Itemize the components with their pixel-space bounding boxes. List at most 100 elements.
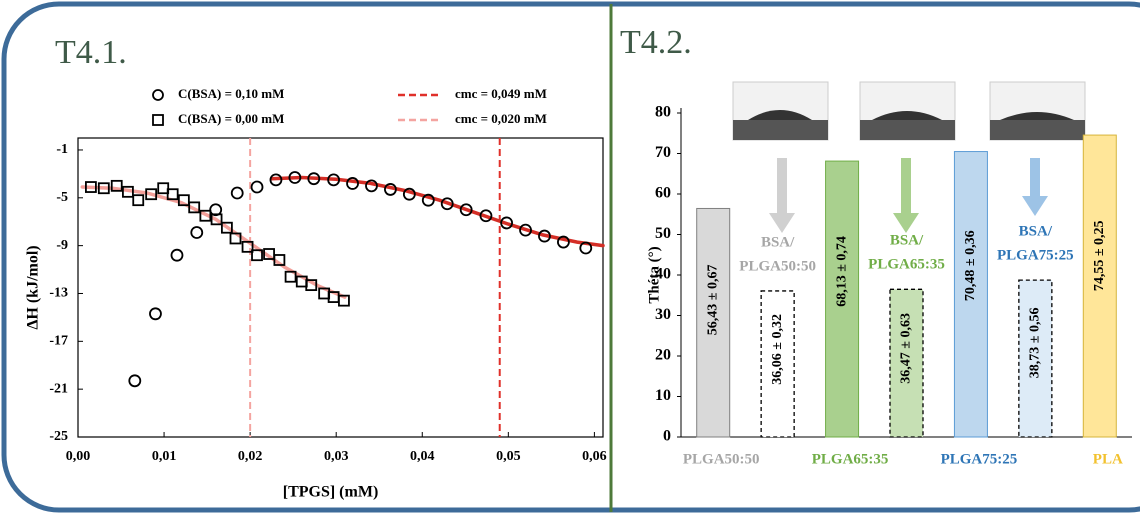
point [209, 203, 223, 217]
chart-title: T4.1. [55, 34, 127, 71]
point [128, 374, 142, 388]
point [241, 240, 254, 253]
bar-annotation: BSA/ [890, 233, 924, 249]
y-tick-label: 0 [663, 428, 671, 445]
point [188, 201, 201, 214]
point [190, 226, 204, 239]
legend-marker [152, 114, 164, 126]
point [132, 194, 145, 207]
y-tick-label: 40 [655, 266, 671, 283]
value-label: 56,43 ± 0,67 [705, 265, 720, 336]
y-tick-label: -25 [49, 429, 68, 444]
y-tick-label: 70 [655, 144, 671, 161]
y-tick-label: -9 [56, 238, 68, 253]
x-tick-label: 0,00 [66, 449, 91, 464]
value-label: 38,73 ± 0,56 [1028, 308, 1043, 379]
legend-label: C(BSA) = 0,10 mM [178, 86, 284, 101]
x-tick-label: PLA [1093, 451, 1123, 467]
x-tick-label: 0,01 [152, 449, 177, 464]
point [284, 270, 297, 283]
point [177, 194, 190, 207]
y-tick-label: 80 [655, 104, 671, 121]
point [149, 307, 162, 321]
droplets [732, 81, 1086, 141]
point [327, 173, 341, 187]
x-tick-label: 0,06 [582, 449, 607, 464]
point [85, 181, 97, 193]
value-label: 70,48 ± 0,36 [963, 230, 978, 301]
y-tick-label: -13 [49, 286, 68, 301]
droplet [1000, 112, 1074, 120]
x-tick-label: 0,02 [238, 449, 263, 464]
bar-annotation: PLGA65:35 [868, 257, 945, 273]
point [479, 209, 493, 223]
arrow [1022, 158, 1048, 216]
value-label: 36,06 ± 0,32 [770, 314, 785, 385]
y-tick-label: 10 [655, 387, 671, 404]
y-tick-label: 20 [655, 347, 671, 364]
point [230, 186, 244, 200]
point [346, 177, 359, 190]
bar-annotation: PLGA75:25 [997, 248, 1074, 264]
bar [953, 151, 988, 438]
value-label: 74,55 ± 0,25 [1092, 220, 1107, 291]
droplet [872, 111, 942, 120]
y-tick-label: 50 [655, 225, 671, 242]
x-tick-label: PLGA50:50 [683, 451, 760, 467]
point [338, 294, 350, 307]
x-tick-label: PLGA65:35 [812, 451, 889, 467]
point [110, 179, 123, 192]
legend-label: C(BSA) = 0,00 mM [178, 111, 284, 126]
y-tick-label: -17 [49, 334, 68, 349]
point [538, 229, 551, 243]
droplet-image [860, 120, 955, 140]
y-axis-label: ΔH (kJ/mol) [25, 245, 42, 329]
arrows [769, 158, 1048, 233]
point [122, 185, 134, 198]
y-tick-label: -5 [56, 190, 68, 205]
point [459, 203, 473, 217]
bar [696, 207, 731, 438]
y-tick-label: 60 [655, 185, 671, 202]
arrow [893, 158, 919, 233]
point [220, 221, 233, 234]
plot-frame [77, 137, 604, 438]
legend-label: cmc = 0,020 mM [455, 111, 547, 126]
point [273, 254, 286, 266]
x-tick-label: 0,04 [410, 449, 435, 464]
point [365, 179, 378, 193]
bar-annotation: PLGA50:50 [739, 258, 816, 274]
y-tick-label: 30 [655, 306, 671, 323]
x-tick-label: 0,03 [324, 449, 349, 464]
y-tick-label: -1 [56, 142, 68, 157]
point [579, 241, 593, 255]
point [500, 216, 514, 230]
point [384, 183, 397, 196]
point [519, 223, 532, 237]
droplet-image [990, 120, 1085, 140]
point [402, 187, 416, 201]
point [305, 279, 318, 292]
point [199, 209, 212, 222]
legend-label: cmc = 0,049 mM [455, 86, 547, 101]
legend-marker [152, 89, 164, 101]
point [250, 180, 264, 194]
bar-annotation: BSA/ [1019, 224, 1053, 240]
y-axis-label: Théta (°) [646, 246, 662, 303]
point [97, 182, 110, 195]
x-tick-label: PLGA75:25 [941, 451, 1018, 467]
point [421, 193, 435, 207]
value-label: 36,47 ± 0,63 [899, 313, 914, 384]
point [166, 188, 179, 201]
droplet [748, 110, 812, 120]
point [263, 248, 275, 260]
fit-line [269, 175, 605, 248]
point [145, 188, 158, 201]
point [557, 235, 570, 249]
point [251, 249, 263, 262]
point [157, 182, 170, 195]
point [440, 197, 454, 211]
chart-title: T4.2. [620, 24, 692, 61]
